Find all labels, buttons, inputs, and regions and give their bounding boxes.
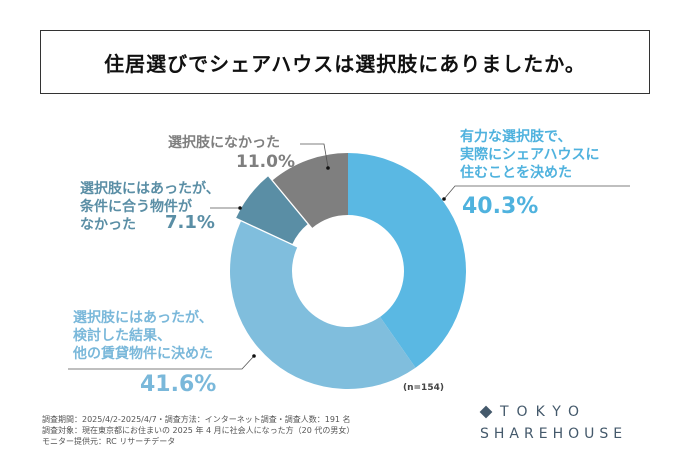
footnote-line: 調査対象：現在東京都にお住まいの 2025 年 4 月に社会人になった方（20 …: [42, 426, 355, 435]
label-line: 条件に合う物件が: [80, 199, 192, 215]
label-line: 有力な選択肢で、: [460, 129, 572, 145]
slice-pct-1: 41.6%: [140, 372, 217, 397]
label-line: 選択肢になかった: [168, 135, 280, 151]
leader-dot-1: [252, 354, 256, 358]
slice-label-3: 選択肢になかった: [168, 134, 280, 152]
chart-title: 住居選びでシェアハウスは選択肢にありましたか。: [104, 51, 586, 76]
donut-slice-2: [236, 176, 308, 244]
donut-slice-0: [348, 153, 467, 368]
leader-dot-3: [326, 166, 330, 170]
label-line: 他の賃貸物件に決めた: [73, 346, 213, 362]
label-line: 検討した結果、: [73, 328, 171, 344]
donut-slice-1: [229, 221, 416, 390]
footnote-line: モニター提供元：RC リサーチデータ: [42, 437, 176, 446]
leader-line-1: [68, 355, 255, 370]
slice-pct-0: 40.3%: [462, 194, 539, 219]
label-line: 選択肢にはあったが、: [73, 310, 213, 326]
leader-line-0: [443, 185, 630, 200]
label-line: 住むことを決めた: [460, 165, 572, 181]
logo-line1: TOKYO: [500, 404, 588, 420]
footnote: 調査期間：2025/4/2-2025/4/7・調査方法：インターネット調査・調査…: [42, 414, 354, 447]
label-line: 選択肢にはあったが、: [80, 181, 220, 197]
logo-line2: SHAREHOUSE: [480, 426, 628, 442]
footnote-line: 調査期間：2025/4/2-2025/4/7・調査方法：インターネット調査・調査…: [42, 415, 351, 424]
leader-dot-2: [238, 206, 242, 210]
slice-pct-3: 11.0%: [236, 152, 295, 172]
slice-pct-2: 7.1%: [165, 212, 215, 233]
slice-label-2: 選択肢にはあったが、 条件に合う物件が なかった: [80, 180, 220, 234]
slice-label-1: 選択肢にはあったが、 検討した結果、 他の賃貸物件に決めた: [73, 309, 213, 363]
donut-slice-3: [272, 153, 348, 228]
slice-label-0: 有力な選択肢で、 実際にシェアハウスに 住むことを決めた: [460, 128, 599, 182]
title-box: 住居選びでシェアハウスは選択肢にありましたか。: [40, 30, 650, 94]
leader-line-3: [300, 143, 329, 168]
label-line: 実際にシェアハウスに: [460, 147, 600, 163]
leader-dot-0: [442, 197, 446, 201]
label-line: なかった: [80, 217, 136, 233]
logo: TOKYO SHAREHOUSE: [479, 404, 628, 442]
sample-size: (n=154): [403, 383, 444, 393]
